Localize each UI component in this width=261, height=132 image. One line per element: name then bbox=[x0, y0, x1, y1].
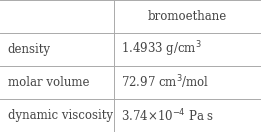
Text: 72.97 cm$^3$/mol: 72.97 cm$^3$/mol bbox=[121, 74, 210, 91]
Text: dynamic viscosity: dynamic viscosity bbox=[8, 109, 113, 122]
Text: 3.74×10$^{-4}$ Pa s: 3.74×10$^{-4}$ Pa s bbox=[121, 107, 215, 124]
Text: bromoethane: bromoethane bbox=[148, 10, 227, 23]
Text: 1.4933 g/cm$^3$: 1.4933 g/cm$^3$ bbox=[121, 40, 202, 59]
Text: density: density bbox=[8, 43, 51, 56]
Text: molar volume: molar volume bbox=[8, 76, 89, 89]
